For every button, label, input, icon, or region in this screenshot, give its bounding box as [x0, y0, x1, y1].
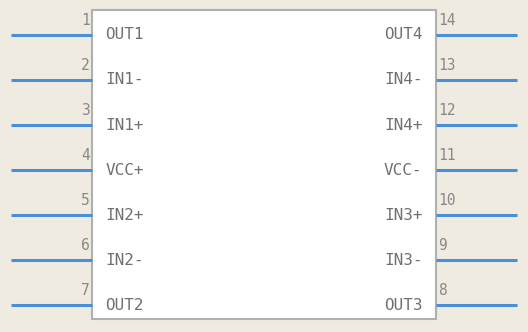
Text: 3: 3	[81, 103, 90, 118]
Text: 1: 1	[81, 13, 90, 28]
Text: 9: 9	[438, 238, 447, 253]
Text: IN1-: IN1-	[106, 72, 144, 87]
Text: VCC-: VCC-	[384, 163, 422, 178]
Bar	[92, 10, 436, 319]
Text: IN2+: IN2+	[106, 208, 144, 223]
Text: OUT1: OUT1	[106, 27, 144, 42]
Text: IN1+: IN1+	[106, 118, 144, 132]
Text: IN2-: IN2-	[106, 253, 144, 268]
Text: 2: 2	[81, 58, 90, 73]
Text: 11: 11	[438, 148, 456, 163]
Text: OUT2: OUT2	[106, 298, 144, 313]
Text: 7: 7	[81, 283, 90, 298]
Text: OUT3: OUT3	[384, 298, 422, 313]
Text: 10: 10	[438, 193, 456, 208]
Text: 4: 4	[81, 148, 90, 163]
Text: 13: 13	[438, 58, 456, 73]
Text: 5: 5	[81, 193, 90, 208]
Text: 14: 14	[438, 13, 456, 28]
Text: 12: 12	[438, 103, 456, 118]
Text: IN4-: IN4-	[384, 72, 422, 87]
Text: IN4+: IN4+	[384, 118, 422, 132]
Text: IN3-: IN3-	[384, 253, 422, 268]
Text: 8: 8	[438, 283, 447, 298]
Text: IN3+: IN3+	[384, 208, 422, 223]
Text: OUT4: OUT4	[384, 27, 422, 42]
Text: 6: 6	[81, 238, 90, 253]
Text: VCC+: VCC+	[106, 163, 144, 178]
